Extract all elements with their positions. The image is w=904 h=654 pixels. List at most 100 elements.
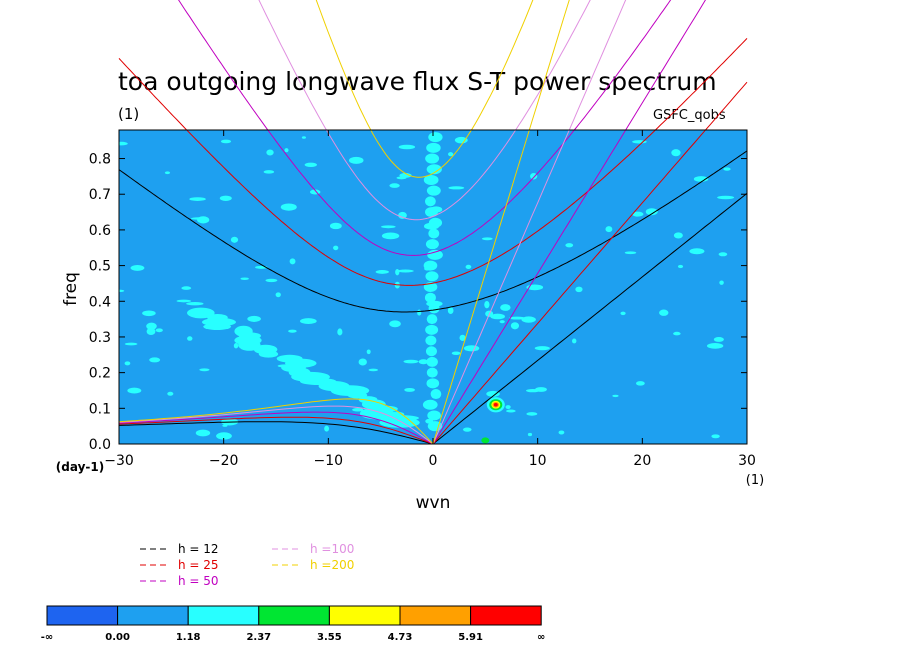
colorbar-label: -∞: [41, 632, 53, 643]
y-tick-label: 0.6: [89, 223, 111, 239]
contour-patch: [632, 140, 647, 144]
contour-patch: [575, 286, 583, 293]
contour-patch: [119, 289, 125, 293]
contour-patch: [284, 148, 289, 153]
contour-patch: [427, 249, 443, 260]
y-tick-label: 0.8: [89, 152, 111, 168]
legend-label: h = 25: [178, 558, 219, 572]
contour-patch: [181, 286, 192, 290]
contour-patch: [417, 309, 422, 316]
y-tick-label: 0.0: [89, 437, 111, 453]
contour-patch: [506, 409, 516, 413]
contour-patch: [337, 328, 343, 336]
contour-patch: [428, 132, 443, 143]
contour-patch: [425, 196, 436, 207]
legend-label: h =200: [310, 558, 354, 572]
contour-patch: [673, 331, 681, 336]
contour-patch: [301, 136, 307, 139]
contour-patch: [176, 299, 192, 303]
contour-patch: [717, 195, 735, 200]
spectral-peak: [493, 403, 498, 407]
contour-patch: [127, 387, 142, 394]
contour-patch: [381, 232, 400, 240]
contour-patch: [499, 320, 505, 324]
rossby-wave-curve: [118, 405, 434, 445]
x-axis-unit: (1): [746, 473, 764, 488]
contour-patch: [425, 239, 439, 250]
x-tick-label: 0: [429, 453, 438, 469]
kelvin-wave-curve: [432, 0, 570, 445]
colorbar-label: 2.37: [246, 632, 271, 643]
contour-patch: [510, 322, 520, 330]
kelvin-wave-curve: [432, 0, 707, 445]
colorbar-swatch: [399, 605, 472, 626]
contour-patch: [425, 271, 439, 282]
x-tick-label: 10: [529, 453, 547, 469]
contour-patch: [558, 430, 565, 435]
contour-patch: [425, 153, 440, 164]
contour-patch: [389, 320, 401, 328]
contour-patch: [124, 361, 131, 366]
contour-patch: [195, 429, 211, 437]
x-tick-label: −20: [209, 453, 239, 469]
contour-patch: [389, 183, 400, 188]
contour-patch: [167, 391, 174, 396]
contour-patch: [146, 322, 157, 330]
contour-patch: [486, 390, 500, 397]
y-tick-label: 0.7: [89, 187, 111, 203]
contour-patch: [418, 359, 429, 365]
contour-patch: [263, 170, 275, 174]
contour-patch: [711, 434, 720, 439]
contour-patch: [234, 325, 253, 337]
colorbar-label: 5.91: [458, 632, 483, 643]
contour-patch: [448, 186, 465, 190]
contour-patch: [605, 226, 613, 233]
contour-patch: [398, 211, 407, 219]
y-tick-label: 0.2: [89, 366, 111, 382]
contour-patch: [329, 222, 342, 230]
colorbar-swatch: [258, 605, 330, 626]
colorbar-swatch: [46, 605, 119, 626]
contour-patch: [689, 248, 705, 255]
x-tick-label: 30: [738, 453, 756, 469]
contour-patch: [247, 315, 261, 322]
contour-patch: [426, 356, 438, 367]
contour-patch: [426, 367, 438, 378]
rossby-wave-curve: [118, 398, 434, 445]
contour-patch: [396, 176, 407, 180]
contour-patch: [425, 207, 438, 218]
contour-patch: [276, 354, 303, 363]
contour-patch: [500, 304, 511, 311]
contour-patch: [481, 437, 490, 444]
contour-patch: [677, 264, 684, 269]
contour-patch: [199, 368, 210, 372]
y-tick-label: 0.3: [89, 330, 111, 346]
kelvin-wave-curve: [432, 81, 748, 445]
contour-patch: [304, 162, 317, 167]
rossby-wave-curve: [118, 421, 434, 445]
contour-patch: [527, 432, 533, 437]
contour-patch: [288, 329, 297, 333]
inertia-gravity-curve: [177, 0, 672, 256]
contour-patch: [526, 389, 540, 393]
contour-patch: [403, 359, 419, 364]
y-tick-label: 0.4: [89, 294, 111, 310]
contour-patch: [222, 424, 228, 427]
contour-patch: [299, 318, 317, 325]
contour-patch: [149, 357, 161, 363]
contour-patch: [280, 203, 297, 211]
contour-patch: [448, 152, 454, 157]
contour-patch: [426, 185, 441, 196]
contour-patch: [375, 270, 389, 274]
contour-patch: [368, 368, 379, 372]
contour-patch: [164, 171, 171, 175]
colorbar-swatch: [117, 605, 189, 626]
contour-patch: [404, 387, 415, 392]
legend-label: h = 50: [178, 574, 219, 588]
contour-patch: [428, 217, 443, 228]
contour-patch: [430, 389, 442, 400]
contour-patch: [565, 243, 574, 248]
contour-patch: [398, 144, 416, 150]
contour-patch: [530, 172, 538, 180]
